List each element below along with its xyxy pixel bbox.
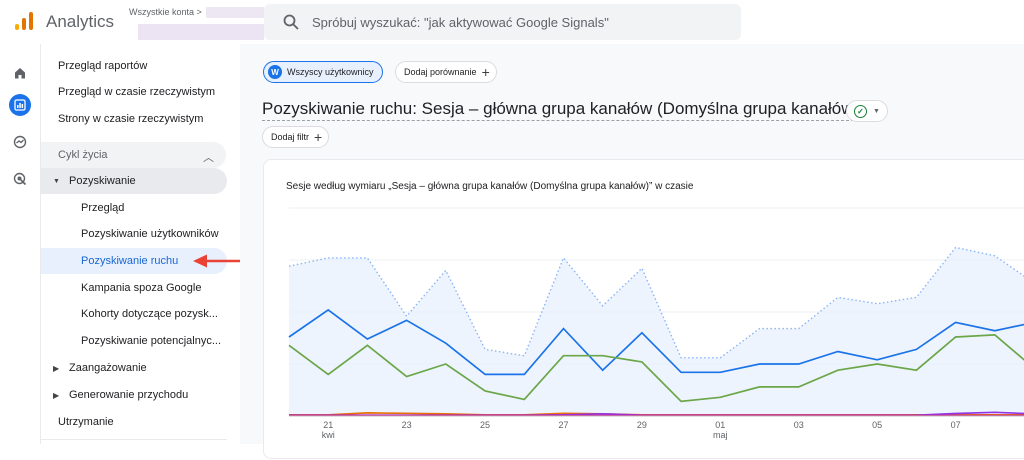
caret-down-icon: ▼ xyxy=(53,177,60,185)
nav-item-retention[interactable]: Utrzymanie xyxy=(58,416,114,428)
account-label: Wszystkie konta > xyxy=(129,7,202,17)
icon-rail xyxy=(0,44,40,444)
home-icon[interactable] xyxy=(9,62,31,84)
x-tick-label-21: 21 xyxy=(323,420,333,430)
advertising-icon[interactable] xyxy=(9,168,31,190)
nav-item-realtime-pages[interactable]: Strony w czasie rzeczywistym xyxy=(58,113,204,125)
nav-section-lifecycle[interactable]: Cykl życia ︿ xyxy=(41,142,226,168)
series-0-area xyxy=(289,247,1024,416)
report-status-button[interactable]: ✓ ▼ xyxy=(846,100,888,122)
x-tick-label-29: 29 xyxy=(637,420,647,430)
nav-item-reports-snapshot[interactable]: Przegląd raportów xyxy=(58,60,148,72)
nav-item-lead-acquisition[interactable]: Pozyskiwanie potencjalnyc... xyxy=(81,335,222,347)
explore-icon[interactable] xyxy=(9,131,31,153)
main-content: W Wszyscy użytkownicy Dodaj porównanie +… xyxy=(240,44,1024,459)
caret-right-icon: ▶ xyxy=(53,363,60,373)
x-tick-label-01: 01 xyxy=(715,420,725,430)
chart-card: Sesje według wymiaru „Sesja – główna gru… xyxy=(263,159,1024,459)
x-tick-label-07: 07 xyxy=(951,420,961,430)
segment-label: Wszyscy użytkownicy xyxy=(287,67,374,77)
plus-icon: + xyxy=(481,64,490,80)
add-filter-label: Dodaj filtr xyxy=(271,132,310,142)
series-1-line xyxy=(288,308,1024,376)
x-tick-label-25: 25 xyxy=(480,420,490,430)
segment-avatar: W xyxy=(268,65,282,79)
x-tick-label-03: 03 xyxy=(794,420,804,430)
top-bar: Analytics Wszystkie konta > Spróbuj wysz… xyxy=(0,0,1024,44)
nav-item-acquisition-overview[interactable]: Przegląd xyxy=(81,202,125,214)
property-name-redacted xyxy=(138,24,264,40)
nav-item-non-google-campaigns[interactable]: Kampania spoza Google xyxy=(81,282,202,294)
x-tick-sublabel-21: kwi xyxy=(322,430,335,440)
nav-divider xyxy=(41,439,227,440)
series-2-line xyxy=(288,334,1024,403)
x-tick-label-05: 05 xyxy=(872,420,882,430)
x-tick-label-23: 23 xyxy=(402,420,412,430)
engagement-label: Zaangażowanie xyxy=(69,362,147,374)
monetization-label: Generowanie przychodu xyxy=(69,389,189,401)
caret-right-icon: ▶ xyxy=(53,390,60,400)
add-comparison-label: Dodaj porównanie xyxy=(404,67,477,77)
account-selector[interactable]: Wszystkie konta > xyxy=(124,4,264,40)
lifecycle-label: Cykl życia xyxy=(58,149,108,161)
plus-icon: + xyxy=(314,129,323,145)
nav-group-acquisition[interactable]: ▼ Pozyskiwanie xyxy=(41,168,227,194)
add-filter-button[interactable]: Dodaj filtr + xyxy=(262,126,330,148)
analytics-logo-icon[interactable] xyxy=(13,10,35,32)
nav-group-monetization[interactable]: ▶ Generowanie przychodu xyxy=(41,382,227,408)
series-0-line xyxy=(288,246,1024,359)
app-title: Analytics xyxy=(46,12,115,31)
search-input[interactable]: Spróbuj wyszukać: "jak aktywować Google … xyxy=(312,15,609,30)
add-comparison-button[interactable]: Dodaj porównanie + xyxy=(395,61,497,83)
report-title[interactable]: Pozyskiwanie ruchu: Sesja – główna grupa… xyxy=(262,99,860,121)
nav-item-user-acquisition[interactable]: Pozyskiwanie użytkowników xyxy=(81,228,219,240)
caret-down-icon: ▼ xyxy=(873,107,880,115)
reports-icon[interactable] xyxy=(9,94,31,116)
check-circle-icon: ✓ xyxy=(854,104,868,118)
account-name-redacted xyxy=(206,7,264,18)
segment-chip[interactable]: W Wszyscy użytkownicy xyxy=(263,61,383,83)
nav-item-acquisition-cohorts[interactable]: Kohorty dotyczące pozysk... xyxy=(81,308,218,320)
nav-group-engagement[interactable]: ▶ Zaangażowanie xyxy=(41,355,227,381)
nav-item-realtime-overview[interactable]: Przegląd w czasie rzeczywistym xyxy=(58,86,216,98)
report-navigation: Przegląd raportów Przegląd w czasie rzec… xyxy=(40,44,240,444)
chart-title: Sesje według wymiaru „Sesja – główna gru… xyxy=(286,181,694,192)
chevron-up-icon: ︿ xyxy=(203,152,214,164)
search-icon xyxy=(283,14,299,30)
search-bar[interactable]: Spróbuj wyszukać: "jak aktywować Google … xyxy=(264,4,741,40)
x-tick-label-27: 27 xyxy=(558,420,568,430)
x-tick-sublabel-01: maj xyxy=(713,430,728,440)
acquisition-label: Pozyskiwanie xyxy=(69,175,136,187)
